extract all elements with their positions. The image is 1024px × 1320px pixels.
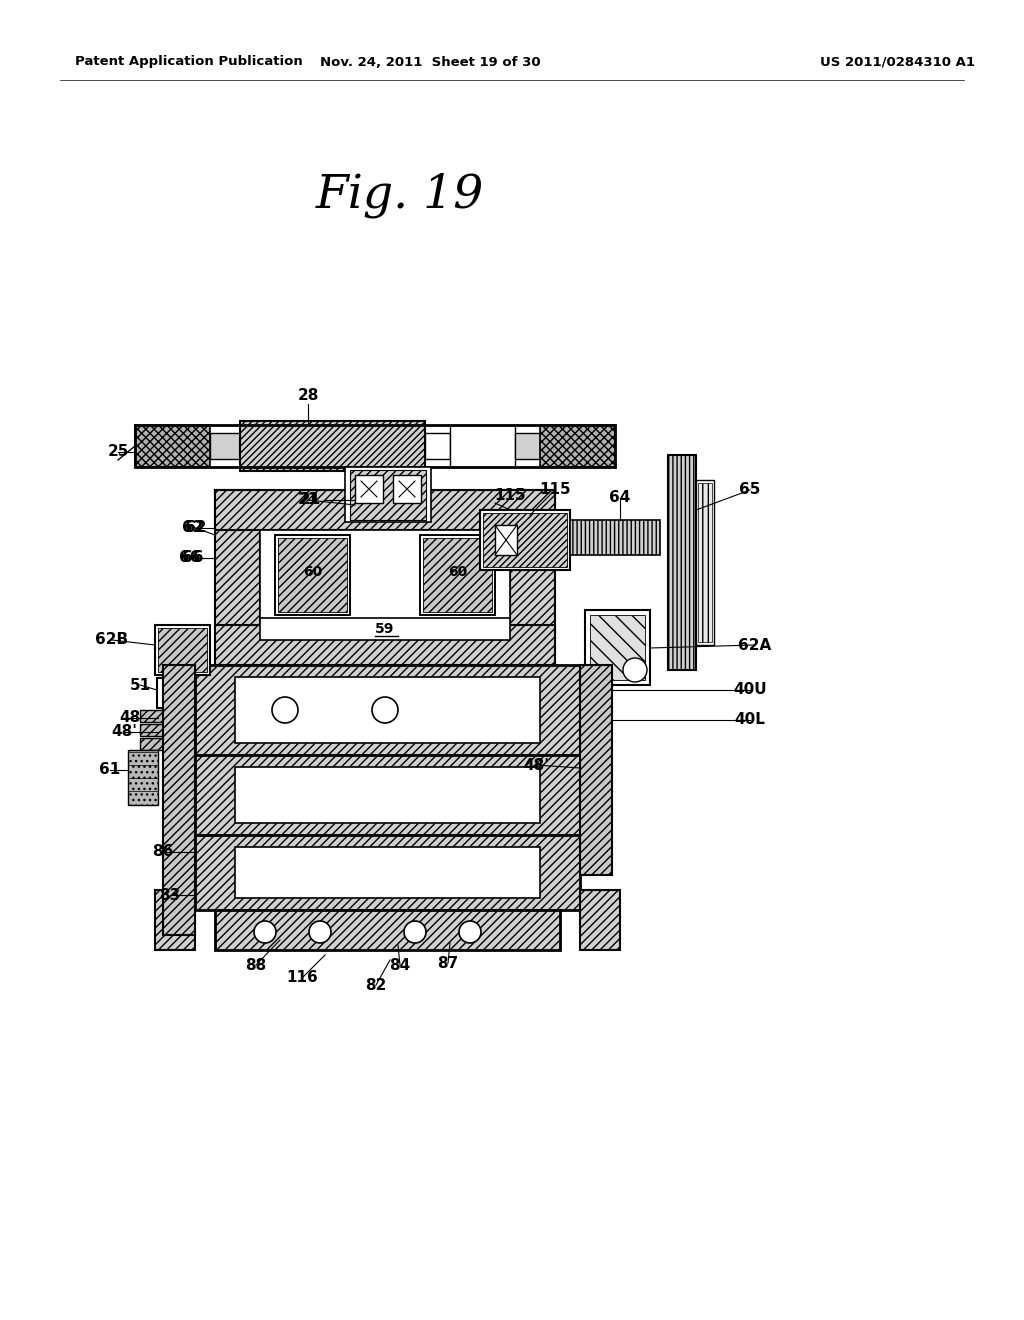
Bar <box>420 535 495 615</box>
Bar <box>275 535 350 615</box>
Bar <box>698 483 712 642</box>
Text: 66: 66 <box>182 550 204 565</box>
Text: 116: 116 <box>286 970 317 986</box>
Bar <box>215 624 555 665</box>
Text: 61: 61 <box>99 763 121 777</box>
Bar <box>234 847 540 898</box>
Text: 59: 59 <box>376 622 394 636</box>
Text: 40L: 40L <box>734 713 765 727</box>
Text: 60: 60 <box>303 565 323 579</box>
Bar <box>135 425 615 467</box>
Circle shape <box>309 921 331 942</box>
Bar <box>495 525 517 554</box>
Text: 28: 28 <box>297 388 318 404</box>
Text: 62: 62 <box>185 520 207 536</box>
Bar <box>393 475 421 503</box>
Bar <box>350 470 426 520</box>
Bar <box>425 433 450 459</box>
Bar <box>510 490 555 665</box>
Bar <box>260 531 510 624</box>
Bar <box>696 480 714 645</box>
Text: 62: 62 <box>182 520 204 535</box>
Bar <box>590 615 645 680</box>
Bar <box>158 628 207 672</box>
Text: 83: 83 <box>160 887 180 903</box>
Circle shape <box>254 921 276 942</box>
Bar <box>215 490 260 665</box>
Bar <box>155 624 210 675</box>
Text: 66: 66 <box>179 550 201 565</box>
Bar <box>275 535 350 615</box>
Bar <box>515 433 540 459</box>
Text: 60: 60 <box>449 565 468 579</box>
Bar <box>420 535 495 615</box>
Text: 48': 48' <box>111 725 137 739</box>
Text: 84: 84 <box>389 957 411 973</box>
Text: 48': 48' <box>523 758 549 772</box>
Text: 40U: 40U <box>733 682 767 697</box>
Text: 25: 25 <box>108 445 129 459</box>
Text: 65: 65 <box>739 483 761 498</box>
Text: 48: 48 <box>120 710 140 726</box>
Bar <box>195 836 580 909</box>
Circle shape <box>272 697 298 723</box>
Bar <box>215 909 560 950</box>
Bar <box>128 750 158 805</box>
Text: 21: 21 <box>299 492 321 507</box>
Text: Nov. 24, 2011  Sheet 19 of 30: Nov. 24, 2011 Sheet 19 of 30 <box>319 55 541 69</box>
Circle shape <box>459 921 481 942</box>
Bar <box>278 539 347 612</box>
Bar <box>355 467 421 780</box>
Bar <box>585 610 650 685</box>
Text: 87: 87 <box>437 956 459 970</box>
Bar <box>210 433 240 459</box>
Circle shape <box>404 921 426 942</box>
Bar <box>345 467 431 521</box>
Text: 86: 86 <box>153 845 174 859</box>
Bar <box>234 677 540 743</box>
Text: 64: 64 <box>609 491 631 506</box>
Text: 115: 115 <box>540 483 570 498</box>
Bar <box>140 723 195 737</box>
Text: 21: 21 <box>297 492 318 507</box>
Circle shape <box>372 697 398 723</box>
Bar <box>580 890 620 950</box>
Text: 82: 82 <box>366 978 387 993</box>
Text: 88: 88 <box>246 957 266 973</box>
Circle shape <box>623 657 647 682</box>
Text: Fig. 19: Fig. 19 <box>315 172 484 218</box>
Bar <box>480 510 570 570</box>
Text: 115: 115 <box>495 488 525 503</box>
Text: 62B: 62B <box>95 632 129 648</box>
Bar <box>140 710 195 722</box>
Bar <box>195 665 580 755</box>
Text: US 2011/0284310 A1: US 2011/0284310 A1 <box>820 55 975 69</box>
Bar <box>135 425 210 467</box>
Bar <box>540 425 615 467</box>
Bar <box>580 665 612 875</box>
Bar <box>163 665 195 935</box>
Bar <box>570 520 660 554</box>
Bar <box>668 455 696 671</box>
Bar <box>483 513 567 568</box>
Bar <box>423 539 492 612</box>
Bar <box>450 425 515 467</box>
Bar <box>157 678 193 708</box>
Bar <box>155 890 195 950</box>
Text: 51: 51 <box>129 677 151 693</box>
Bar <box>195 755 580 836</box>
Bar <box>240 421 425 471</box>
Text: Patent Application Publication: Patent Application Publication <box>75 55 303 69</box>
Bar <box>260 618 510 640</box>
Text: 62A: 62A <box>738 638 772 652</box>
Bar <box>215 490 555 531</box>
Bar <box>140 738 195 750</box>
Bar <box>234 767 540 822</box>
Bar <box>355 475 383 503</box>
